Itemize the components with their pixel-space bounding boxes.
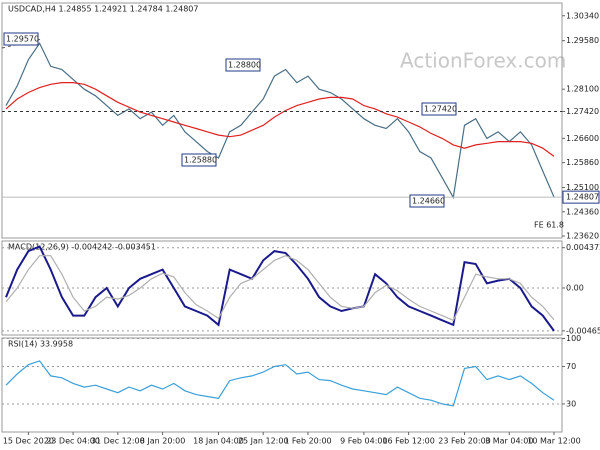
annotation: 1.29570 xyxy=(6,35,39,44)
y-tick-label: 1.25860 xyxy=(566,158,599,167)
annotation-box xyxy=(225,58,261,72)
last-label: 1.24807 xyxy=(566,193,599,202)
x-tick-label: 31 Dec 12:00 xyxy=(91,437,145,446)
annotation-box xyxy=(3,32,39,46)
annotation-box xyxy=(409,194,445,208)
y-tick-label: 1.28100 xyxy=(566,85,599,94)
panel-title: MACD(12,26,9) -0.004242 -0.003451 xyxy=(8,243,156,252)
annotation: FE 61.8 xyxy=(534,221,564,230)
x-tick-label: 8 Jan 20:00 xyxy=(140,437,186,446)
y-tick-label: 1.30340 xyxy=(566,11,599,20)
x-tick-label: 23 Dec 04:00 xyxy=(46,437,100,446)
y-tick-label: 0.00 xyxy=(566,284,584,293)
x-tick-label: 16 Feb 12:00 xyxy=(382,437,434,446)
panel-frame xyxy=(1,2,563,239)
y-tick-label: 70 xyxy=(566,362,576,371)
y-tick-label: 1.24360 xyxy=(566,207,599,216)
last-box xyxy=(562,190,600,204)
x-tick-label: 15 Dec 2020 xyxy=(3,437,54,446)
panel-title: USDCAD,H4 1.24855 1.24921 1.24784 1.2480… xyxy=(8,5,198,14)
annotation: 1.25880 xyxy=(184,156,217,165)
x-tick-label: 23 Feb 20:00 xyxy=(438,437,490,446)
y-tick-label: 1.29580 xyxy=(566,36,599,45)
y-tick-label: 1.27420 xyxy=(566,107,599,116)
x-tick-label: 3 Mar 04:00 xyxy=(485,437,533,446)
x-tick-label: 25 Jan 12:00 xyxy=(238,437,289,446)
annotation: 1.24660 xyxy=(412,197,445,206)
series-line xyxy=(5,245,555,332)
y-tick-label: 1.23620 xyxy=(566,232,599,241)
annotation-box xyxy=(181,153,217,167)
series-line xyxy=(5,82,555,157)
panel-title: RSI(14) 33.9958 xyxy=(8,340,73,349)
series-line xyxy=(5,42,555,200)
y-tick-label: 0.004372 xyxy=(566,243,600,252)
y-tick-label: 30 xyxy=(566,399,576,408)
annotation-box xyxy=(421,102,457,116)
watermark: ActionForex.com xyxy=(400,49,566,73)
y-tick-label: -0.004652 xyxy=(566,326,600,335)
y-tick-label: 1.25100 xyxy=(566,183,599,192)
annotation: 1.27420 xyxy=(424,105,457,114)
y-tick-label: 1.26600 xyxy=(566,134,599,143)
x-tick-label: 18 Jan 04:00 xyxy=(193,437,244,446)
x-tick-label: 1 Feb 20:00 xyxy=(284,437,331,446)
x-tick-label: 10 Mar 12:00 xyxy=(527,437,580,446)
x-tick-label: 9 Feb 04:00 xyxy=(340,437,387,446)
series-line xyxy=(5,255,555,322)
y-tick-label: 100 xyxy=(566,334,581,343)
series-line xyxy=(5,360,555,407)
panel-frame xyxy=(1,337,563,433)
annotation: 1.28800 xyxy=(228,61,261,70)
